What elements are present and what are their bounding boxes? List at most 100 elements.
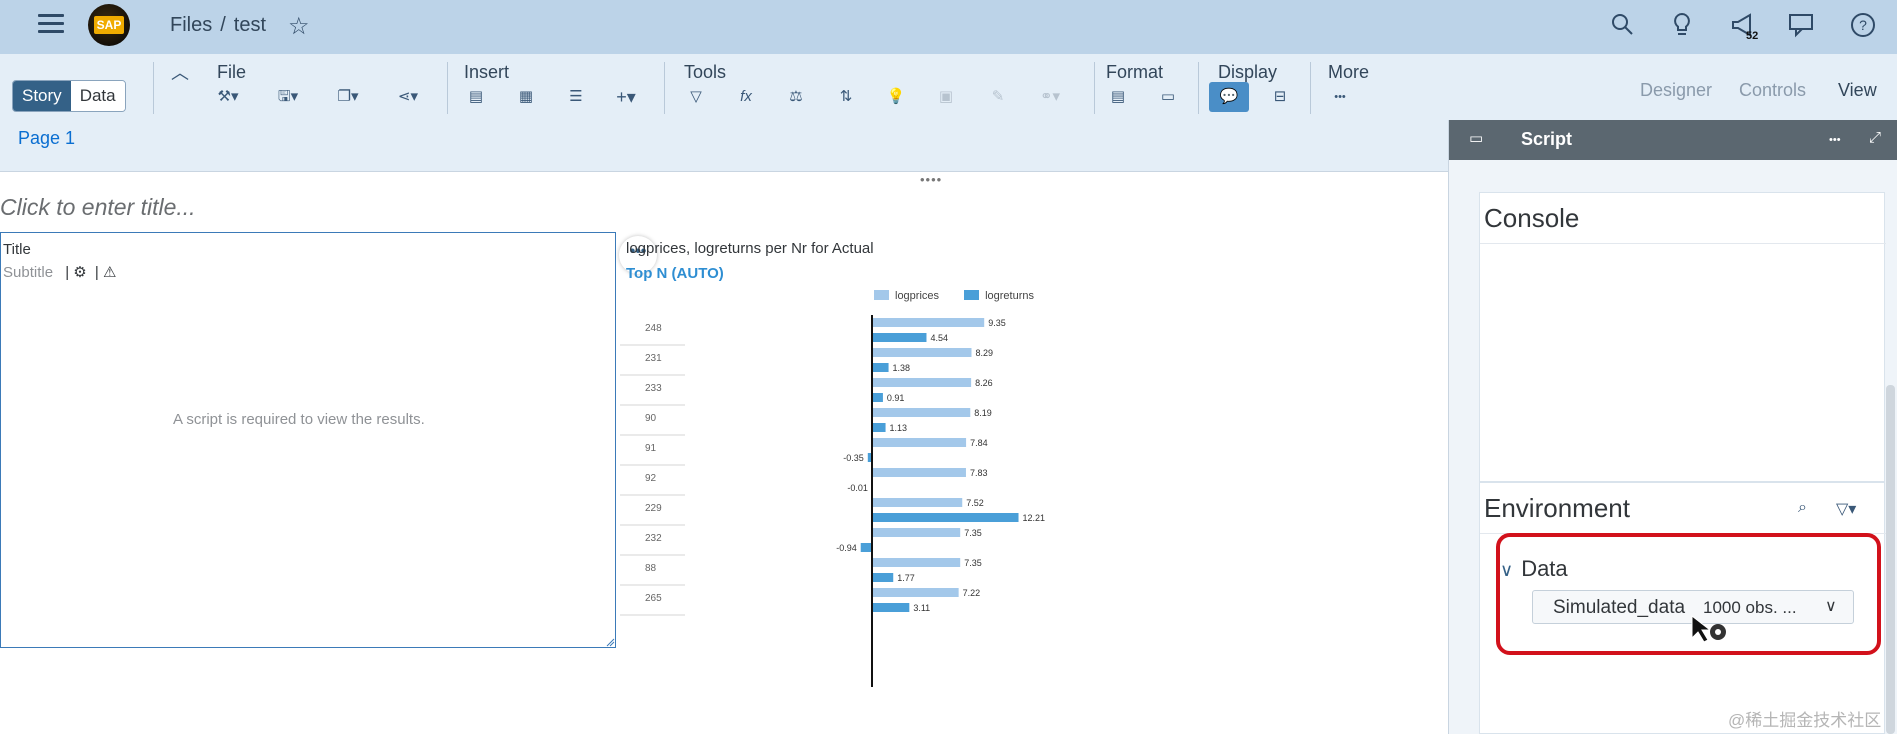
data-label: 8.26 (975, 378, 993, 388)
more-dots-icon[interactable]: ••• (1334, 91, 1346, 103)
edit-tools-icon[interactable]: ⚒▾ (217, 88, 239, 105)
category-label: 91 (645, 443, 657, 454)
console-section: Console (1479, 192, 1886, 482)
bar-logprices[interactable] (872, 588, 959, 597)
bar-logreturns[interactable] (872, 423, 886, 432)
bar-logreturns[interactable] (872, 333, 927, 342)
bar-logprices[interactable] (872, 408, 971, 417)
bar-logprices[interactable] (872, 378, 972, 387)
chart-title: logprices, logreturns per Nr for Actual (626, 240, 874, 257)
category-label: 90 (645, 413, 657, 424)
script-panel-header: ▭ Script ••• ⤢ (1449, 120, 1897, 160)
collapse-toolbar-icon[interactable]: ︿ (171, 63, 189, 83)
resize-handle[interactable]: •••• (920, 172, 943, 187)
dataset-expand-icon[interactable]: ∨ (1825, 598, 1837, 615)
bar-logreturns[interactable] (867, 453, 872, 462)
widget-subtitle-text: Subtitle (3, 264, 54, 281)
smart-insights-icon[interactable]: 💡 (886, 88, 906, 105)
data-label: 3.11 (913, 603, 930, 613)
format-device-icon[interactable]: ▭ (1160, 88, 1176, 105)
bar-logprices[interactable] (872, 468, 966, 477)
bar-logreturns[interactable] (872, 603, 910, 612)
expand-icon[interactable]: ⤢ (1869, 129, 1882, 146)
panel-more-icon[interactable]: ••• (1829, 134, 1841, 146)
bar-logprices[interactable] (872, 498, 963, 507)
feedback-icon[interactable] (1788, 12, 1818, 38)
bar-logprices[interactable] (872, 528, 961, 537)
insert-input-control-icon[interactable]: ☰ (569, 88, 583, 105)
favorite-star-icon[interactable]: ☆ (288, 13, 310, 40)
busy-cursor-icon (1691, 614, 1726, 643)
chart-subtitle[interactable]: Top N (AUTO) (626, 265, 724, 282)
bar-logreturns[interactable] (872, 573, 894, 582)
story-title-placeholder[interactable]: Click to enter title... (0, 194, 196, 220)
category-label: 229 (645, 503, 662, 514)
resize-corner-icon[interactable] (605, 637, 615, 647)
save-icon[interactable]: 🖫▾ (277, 88, 299, 105)
toolbar-divider (664, 62, 665, 114)
widget-more-button[interactable]: ••• (619, 236, 657, 274)
insert-table-icon[interactable]: ▦ (518, 88, 534, 105)
panel-scrollbar[interactable] (1886, 385, 1895, 734)
data-label: 8.29 (975, 348, 993, 358)
linked-analysis-icon: ▣ (938, 88, 954, 105)
megaphone-icon[interactable] (1730, 12, 1758, 38)
chart-legend: logprices logreturns (874, 290, 1034, 302)
view-tab[interactable]: View (1838, 80, 1877, 100)
environment-search-icon[interactable]: ⌕ (1798, 499, 1807, 516)
formula-icon[interactable]: fx (740, 88, 752, 105)
bar-logreturns[interactable] (872, 363, 889, 372)
widget-subtitle[interactable]: Subtitle | ⚙ | ⚠ (3, 263, 116, 281)
lightbulb-icon[interactable] (1670, 12, 1694, 38)
bar-logreturns[interactable] (872, 513, 1019, 522)
story-data-switch: Story Data (12, 80, 126, 112)
insert-chart-icon[interactable]: ▤ (468, 88, 484, 105)
data-label: 4.54 (930, 333, 948, 343)
share-icon[interactable]: ⋖▾ (397, 88, 419, 105)
story-toggle[interactable]: Story (13, 81, 71, 111)
bar-logreturns[interactable] (872, 393, 883, 402)
category-label: 232 (645, 533, 662, 544)
bar-logprices[interactable] (872, 558, 961, 567)
bar-logprices[interactable] (872, 318, 985, 327)
widget-title[interactable]: Title (3, 241, 31, 258)
chevron-down-icon: ∨ (1500, 560, 1514, 580)
r-visualization-widget[interactable]: Title Subtitle | ⚙ | ⚠ A script is requi… (0, 232, 616, 648)
copy-icon[interactable]: ❐▾ (337, 88, 359, 105)
sap-logo[interactable]: SAP (88, 4, 130, 46)
dataset-row[interactable]: Simulated_data 1000 obs. ... ∨ (1532, 590, 1854, 624)
breadcrumb-separator: / (220, 14, 226, 36)
warning-icon[interactable]: | ⚠ (94, 264, 117, 281)
breadcrumb-files[interactable]: Files (170, 14, 213, 36)
environment-title: Environment (1484, 493, 1630, 523)
data-toggle[interactable]: Data (70, 81, 125, 111)
data-section-label: Data (1521, 556, 1568, 581)
disabled-tool-icon: ✎ (991, 88, 1005, 105)
hamburger-menu-icon[interactable] (38, 14, 64, 36)
bar-logprices[interactable] (872, 348, 972, 357)
format-layout-icon[interactable]: ▤ (1110, 88, 1126, 105)
data-section-toggle[interactable]: ∨ Data (1500, 556, 1568, 582)
tab-page-1[interactable]: Page 1 (18, 128, 76, 148)
filter-icon[interactable]: ▽ (690, 88, 702, 105)
sort-icon[interactable]: ⇅ (839, 88, 853, 105)
script-panel: ▭ Script ••• ⤢ Console Environment ⌕ ▽▾ (1448, 120, 1897, 734)
help-icon[interactable]: ? (1850, 12, 1876, 38)
environment-filter-icon[interactable]: ▽▾ (1836, 501, 1857, 518)
balance-icon[interactable]: ⚖ (789, 88, 803, 105)
bar-logreturns[interactable] (860, 543, 872, 552)
comment-mode-icon[interactable]: 💬 (1209, 82, 1249, 112)
console-divider (1480, 243, 1886, 244)
settings-gear-icon[interactable]: | ⚙ (65, 264, 87, 281)
bar-logprices[interactable] (872, 438, 967, 447)
toolbar-divider (1198, 62, 1199, 114)
designer-tab[interactable]: Designer (1640, 80, 1713, 100)
data-label: 7.22 (963, 588, 981, 598)
dataset-info: 1000 obs. ... (1703, 598, 1797, 617)
bar-chart[interactable]: 248 9.35 4.54 231 8.29 1.38 233 8.26 0.91 90 8.19 1… (620, 315, 1260, 695)
insert-add-icon[interactable]: +▾ (616, 87, 636, 107)
legend-swatch-logprices (874, 290, 889, 300)
split-view-icon[interactable]: ⊟ (1273, 88, 1287, 105)
search-icon[interactable] (1610, 12, 1634, 36)
controls-tab[interactable]: Controls (1739, 80, 1807, 100)
